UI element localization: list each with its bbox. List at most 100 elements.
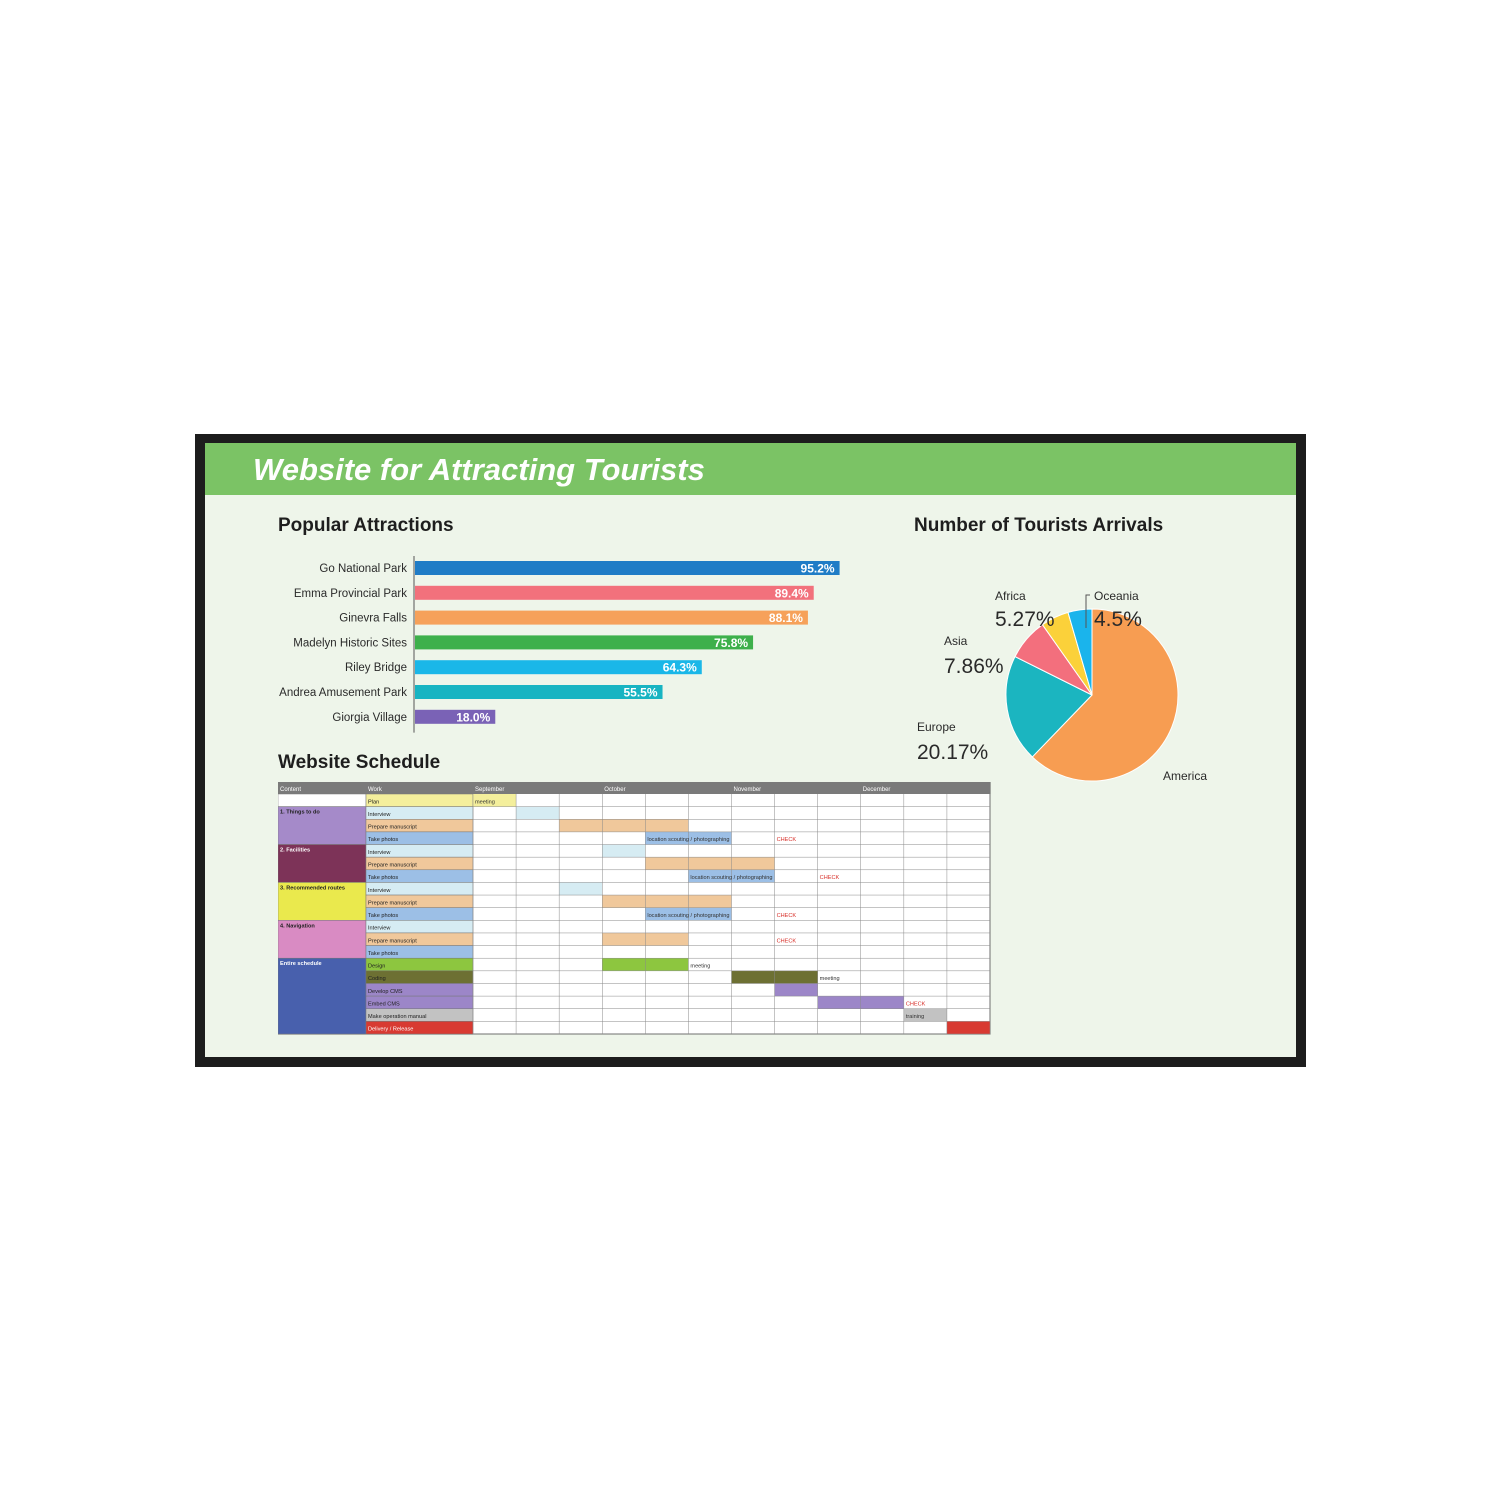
schedule-note: CHECK [777, 913, 797, 919]
task-label: Take photos [368, 913, 398, 919]
task-label: Develop CMS [368, 989, 403, 995]
header-month: September [475, 787, 504, 793]
task-label: Take photos [368, 875, 398, 881]
schedule-bar [645, 857, 775, 870]
schedule-note: CHECK [906, 1001, 926, 1007]
schedule-bar [559, 882, 603, 896]
data-label: 55.5% [623, 686, 657, 700]
category-label: Madelyn Historic Sites [293, 637, 407, 649]
schedule-bar [946, 1021, 990, 1034]
task-label: Take photos [368, 837, 398, 843]
bar-chart-title: Popular Attractions [278, 515, 454, 536]
schedule-note: meeting [820, 976, 840, 982]
category-label: Go National Park [319, 563, 407, 575]
task-label: Prepare manuscript [368, 900, 417, 906]
bar [415, 685, 663, 699]
pie-name-label: Oceania [1094, 589, 1139, 603]
task-cell [365, 793, 474, 807]
schedule-note: CHECK [777, 837, 797, 843]
task-label: Interview [368, 888, 391, 894]
task-label: Make operation manual [368, 1014, 426, 1020]
pie-value-label: 7.86% [944, 655, 1004, 678]
schedule-note: training [906, 1014, 924, 1020]
schedule-bar [516, 806, 560, 820]
schedule-note: location scouting / photographing [690, 875, 772, 881]
schedule-bar [559, 819, 689, 832]
task-label: Delivery / Release [368, 1027, 413, 1033]
schedule-note: CHECK [777, 938, 797, 944]
pie-value-label: 4.5% [1094, 608, 1142, 631]
leader-line [1085, 594, 1090, 628]
schedule-bar [774, 983, 818, 997]
bar [415, 660, 702, 675]
category-label: Ginevra Falls [339, 613, 407, 625]
group-label: 3. Recommended routes [280, 885, 345, 891]
category-label: Andrea Amusement Park [279, 687, 407, 699]
bar [415, 561, 840, 575]
task-label: Interview [368, 812, 391, 818]
schedule-note: location scouting / photographing [647, 913, 729, 919]
data-label: 95.2% [801, 562, 835, 576]
pie-name-label: Asia [944, 634, 968, 648]
task-label: Prepare manuscript [368, 862, 417, 868]
pie-name-label: Africa [995, 589, 1026, 603]
schedule-header [278, 782, 990, 794]
data-label: 75.8% [714, 636, 748, 650]
bar-chart: Go National Park 95.2% Emma Provincial Par… [279, 556, 840, 733]
header-month: October [604, 787, 625, 793]
schedule-bar [602, 895, 732, 908]
schedule-note: CHECK [820, 875, 840, 881]
schedule-title: Website Schedule [278, 752, 441, 773]
schedule-bar [473, 794, 517, 807]
group-label: Entire schedule [280, 961, 322, 967]
pie-chart: America62.2%Europe20.17%Asia7.86%Africa5… [917, 589, 1207, 783]
task-label: Interview [368, 926, 391, 932]
group-label: 1. Things to do [280, 810, 320, 816]
group-cell [278, 957, 367, 1035]
schedule-bar [903, 1008, 947, 1022]
header-work: Work [368, 787, 383, 793]
data-label: 18.0% [456, 710, 490, 724]
group-cell [278, 882, 367, 921]
pie-slice [1067, 608, 1093, 696]
data-label: 88.1% [769, 611, 803, 625]
task-label: Prepare manuscript [368, 938, 417, 944]
title-banner: Website for Attracting Tourists [205, 443, 1296, 495]
category-label: Giorgia Village [332, 712, 407, 724]
bar [415, 585, 814, 600]
task-label: Prepare manuscript [368, 825, 417, 831]
group-label: 4. Navigation [280, 923, 315, 929]
schedule-bar [602, 844, 646, 858]
header-month: December [863, 787, 891, 793]
pie-name-label: America [1163, 769, 1207, 783]
group-label: 2. Facilities [280, 848, 310, 854]
page-title: Website for Attracting Tourists [253, 452, 705, 487]
data-label: 89.4% [775, 586, 809, 600]
schedule-note: location scouting / photographing [647, 837, 729, 843]
bar [415, 610, 808, 625]
pie-slice [1005, 655, 1093, 758]
pie-value-label: 5.27% [995, 608, 1055, 631]
category-label: Riley Bridge [345, 662, 407, 674]
data-label: 64.3% [663, 661, 697, 675]
pie-name-label: Europe [917, 720, 956, 734]
display-screen: Website for Attracting Tourists Popular … [205, 443, 1296, 1057]
task-label: Design [368, 964, 385, 970]
header-month: November [734, 787, 762, 793]
schedule-note: meeting [475, 799, 495, 805]
display-bezel: Website for Attracting Tourists Popular … [195, 434, 1306, 1067]
task-label: Embed CMS [368, 1001, 400, 1007]
bar [415, 709, 496, 724]
task-label: Coding [368, 976, 386, 982]
pie-slice [1031, 608, 1179, 782]
pie-value-label: 20.17% [917, 741, 988, 764]
schedule-table: Content Work September October November Decem… [278, 782, 991, 1035]
schedule-note: meeting [690, 964, 710, 970]
pie-chart-title: Number of Tourists Arrivals [914, 515, 1164, 536]
task-label: Plan [368, 799, 379, 805]
category-label: Emma Provincial Park [294, 588, 407, 600]
bar [415, 635, 754, 650]
task-label: Interview [368, 850, 391, 856]
group-cell [278, 793, 367, 807]
group-cell [278, 844, 367, 883]
